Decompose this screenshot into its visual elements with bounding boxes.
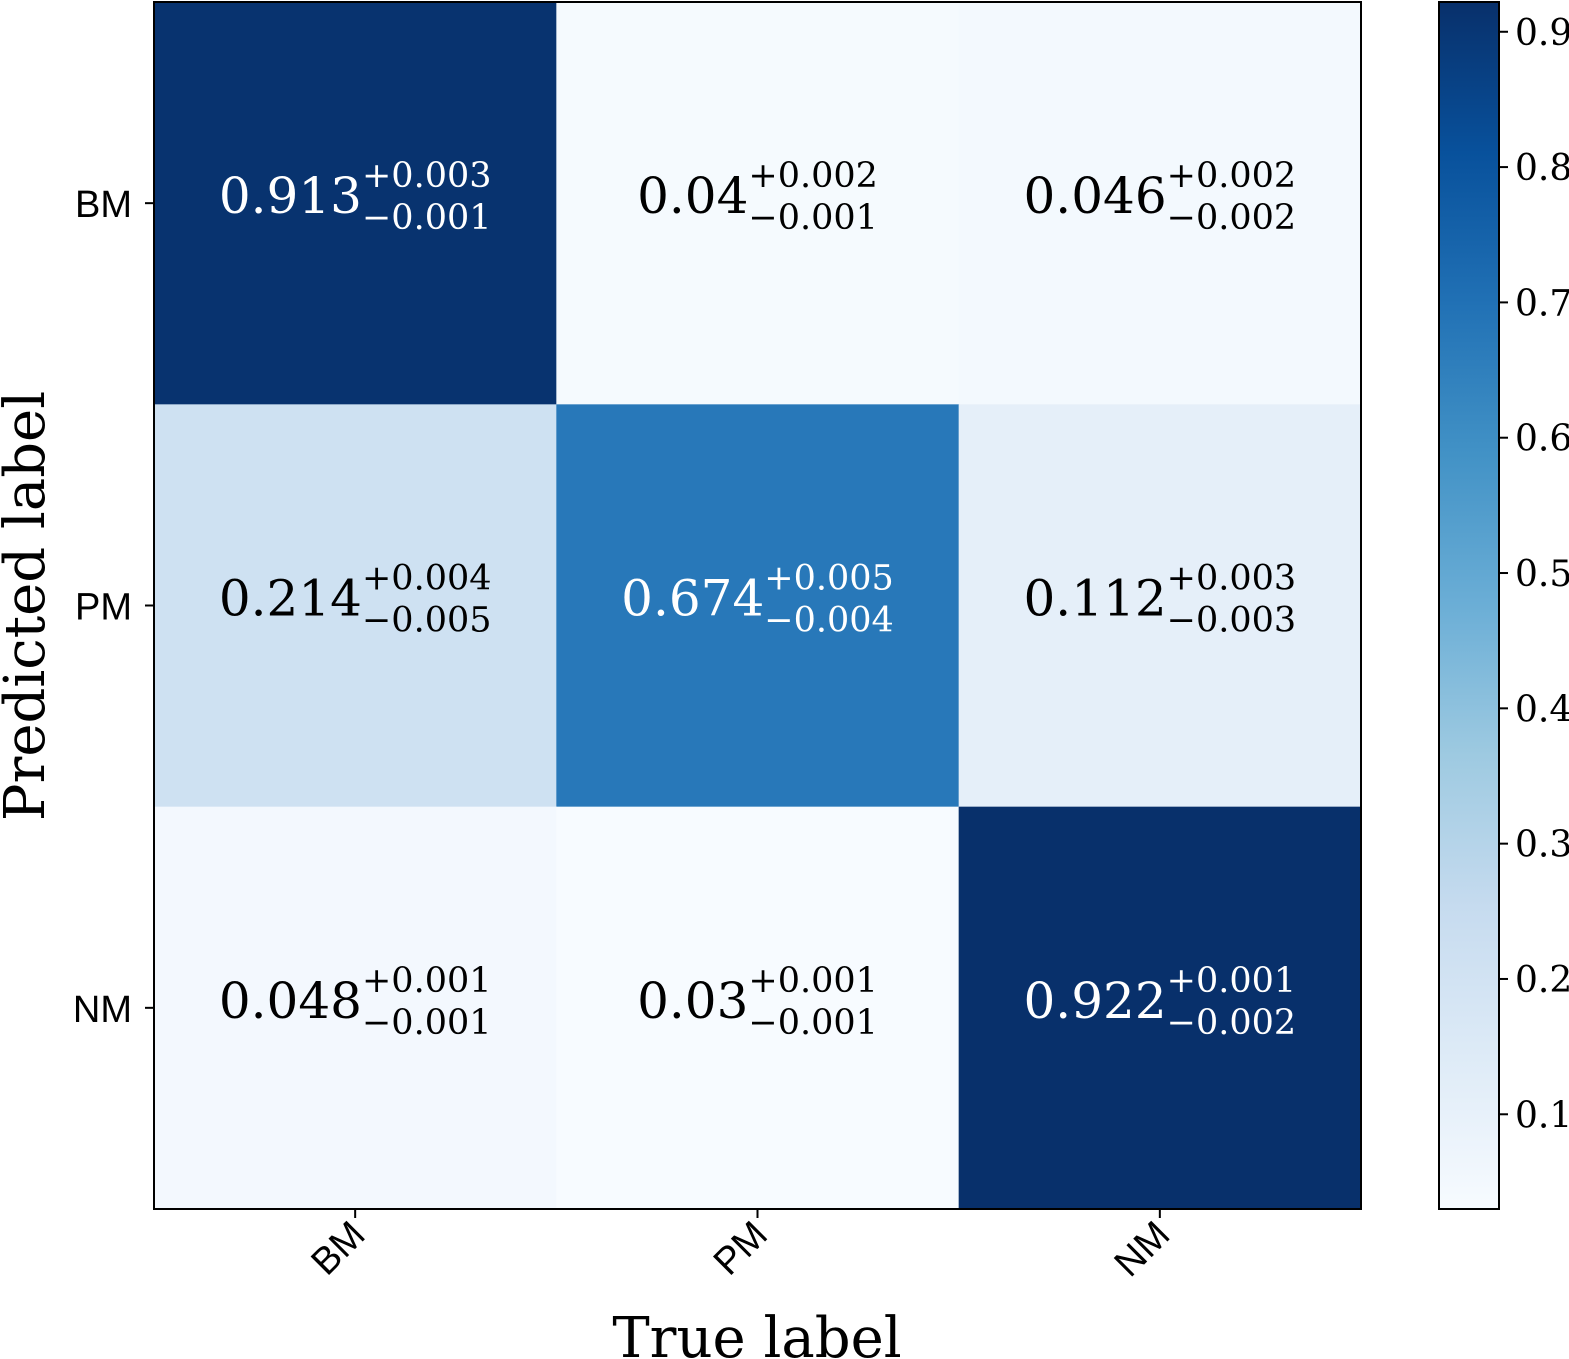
cell-value: 0.674 [621,570,764,628]
y-axis-title: Predicted label [0,391,58,821]
cell-error-minus: −0.004 [764,601,894,641]
cell-label: 0.214 +0.004−0.005 [219,559,492,641]
cell-error-minus: −0.005 [362,601,492,641]
cell-error-plus: +0.005 [764,559,894,599]
colorbar-tick-label: 0.7 [1515,283,1569,324]
cell-label: 0.674 +0.005−0.004 [621,559,894,641]
colorbar-tick-label: 0.8 [1515,148,1569,189]
cell-value: 0.214 [219,570,362,628]
cell-error-minus: −0.001 [362,198,492,238]
cell-label: 0.922 +0.001−0.002 [1023,961,1296,1043]
colorbar: 0.1 0.2 0.3 0.4 0.5 0.6 0.7 0.8 0.9 [1438,1,1569,1210]
cell-error-plus: +0.004 [362,559,492,599]
cell-value: 0.03 [637,972,748,1030]
cell-error-plus: +0.001 [1167,961,1297,1001]
cell-label: 0.112 +0.003−0.003 [1023,559,1296,641]
cell-error-minus: −0.001 [362,1003,492,1043]
heatmap-cell [154,404,557,808]
cell-error-plus: +0.003 [362,156,492,196]
cell-error-plus: +0.001 [362,961,492,1001]
cell-label: 0.913 +0.003−0.001 [219,156,492,238]
cell-value: 0.922 [1023,972,1166,1030]
colorbar-tick-label: 0.4 [1515,689,1569,730]
heatmap-cells [154,2,1362,1210]
cell-value: 0.112 [1023,570,1166,628]
x-tick-label: PM [706,1214,776,1284]
heatmap-cell [958,2,1362,405]
colorbar-tick-label: 0.2 [1515,960,1569,1001]
cell-value: 0.046 [1023,167,1166,225]
cell-label: 0.03 +0.001−0.001 [637,961,878,1043]
cell-error-minus: −0.001 [748,1003,878,1043]
x-axis-title: True label [612,1306,901,1359]
heatmap-cell [154,2,557,405]
cell-error-plus: +0.003 [1167,559,1297,599]
colorbar-tick-label: 0.3 [1515,825,1569,866]
cell-error-plus: +0.002 [748,156,878,196]
cell-error-minus: −0.001 [748,198,878,238]
x-tick-label: BM [304,1214,374,1284]
cell-value: 0.913 [219,167,362,225]
heatmap-cell [556,806,960,1210]
heatmap-cell [556,404,960,808]
colorbar-tick-label: 0.9 [1515,13,1569,54]
cell-error-plus: +0.002 [1167,156,1297,196]
cell-error-minus: −0.003 [1167,601,1297,641]
heatmap-cell [958,404,1362,808]
cell-label: 0.048 +0.001−0.001 [219,961,492,1043]
cell-value: 0.048 [219,972,362,1030]
colorbar-tick-label: 0.6 [1515,419,1569,460]
cell-label: 0.04 +0.002−0.001 [637,156,878,238]
cell-error-minus: −0.002 [1167,1003,1297,1043]
cell-labels: 0.913 +0.003−0.001 0.04 +0.002−0.001 0.046 +0… [219,156,1296,1043]
heatmap-cell [556,2,960,405]
x-tick-label: NM [1107,1214,1178,1285]
cell-error-plus: +0.001 [748,961,878,1001]
cell-value: 0.04 [637,167,748,225]
colorbar-gradient [1438,1,1500,1210]
colorbar-tick-label: 0.5 [1515,554,1569,595]
cell-label: 0.046 +0.002−0.002 [1023,156,1296,238]
heatmap-cell [154,806,557,1210]
y-tick-label: NM [73,989,132,1031]
cell-error-minus: −0.002 [1167,198,1297,238]
y-tick-label: PM [75,587,132,629]
y-tick-label: BM [75,184,132,226]
colorbar-tick-label: 0.1 [1515,1095,1569,1136]
heatmap-cell [958,806,1362,1210]
